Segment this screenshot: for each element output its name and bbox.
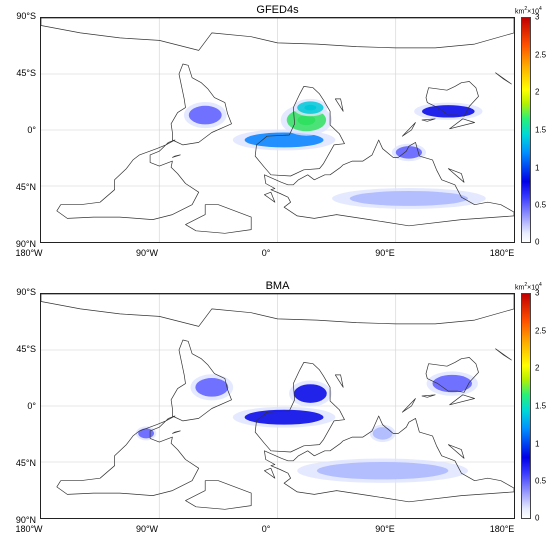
coastline-island	[421, 394, 436, 398]
map-panel-bma: BMA 90°S 45°S 0° 45°N 90°N 180°W 90°W 0°…	[0, 276, 550, 550]
panel-title: GFED4s	[256, 4, 299, 16]
coastline-island	[334, 98, 344, 112]
colorbar-tick: 0.5	[535, 476, 547, 486]
coastline-antarctica	[41, 294, 514, 327]
lat-label: 45°N	[15, 458, 36, 468]
world-map-bma	[40, 293, 515, 519]
lat-label: 90°N	[15, 515, 36, 525]
coastline-island	[401, 122, 416, 137]
coastline-island	[334, 374, 344, 388]
coastline-australia	[425, 81, 479, 117]
burn-region-mexico	[138, 428, 154, 439]
colorbar	[521, 293, 531, 519]
lon-label: 90°W	[135, 524, 159, 534]
lon-label: 180°W	[15, 248, 43, 258]
colorbar-tick: 0	[535, 513, 540, 523]
lat-label: 0°	[27, 125, 36, 135]
burn-core-central-africa	[297, 115, 316, 126]
lon-label: 0°	[261, 248, 271, 258]
coastline-island	[447, 444, 465, 459]
lon-label: 0°	[261, 524, 271, 534]
burn-region-siberia	[349, 190, 469, 206]
lon-label: 180°W	[15, 524, 43, 534]
coastline-africa	[254, 86, 345, 177]
map-panel-gfed4s: GFED4s 90°S 45°S 0° 45°N 90°N 180°W 90°W…	[0, 0, 550, 274]
colorbar-tick: 2	[535, 87, 540, 97]
coastline-south-america	[170, 339, 232, 422]
colorbar-unit: km2×104	[515, 282, 542, 292]
coastline-island	[495, 348, 512, 361]
colorbar-tick: 2.5	[535, 50, 547, 60]
burn-region-amazon	[188, 105, 222, 125]
coastline-greenland	[185, 480, 252, 510]
coastline-north-america	[56, 139, 200, 220]
burn-region-india	[372, 427, 393, 440]
coastline-island	[172, 430, 181, 434]
world-map-gfed4s	[40, 17, 515, 243]
panel-title: BMA	[265, 280, 290, 292]
coastline-africa	[254, 362, 345, 453]
burn-region-se-asia	[395, 146, 423, 159]
coastline-island	[495, 72, 512, 85]
colorbar-tick: 1	[535, 163, 540, 173]
colorbar-tick: 0	[535, 237, 540, 247]
burn-region-siberia	[316, 462, 449, 480]
coastline-island	[447, 168, 465, 183]
lat-label: 45°S	[16, 68, 36, 78]
coastline-island	[172, 154, 181, 158]
burn-region-amazon	[195, 378, 229, 397]
coastline-north-america	[56, 415, 200, 496]
map-plot-area	[41, 294, 514, 518]
burn-region-north-australia	[422, 105, 475, 118]
coastline-eurasia	[264, 139, 514, 227]
colorbar-tick: 0.5	[535, 200, 547, 210]
colorbar-tick: 1.5	[535, 125, 547, 135]
colorbar	[521, 17, 531, 243]
lat-label: 90°S	[16, 287, 36, 297]
coastline-greenland	[185, 204, 252, 234]
coastline-island	[264, 467, 276, 479]
burn-region-sahel-belt	[244, 132, 324, 148]
lon-label: 90°E	[375, 248, 395, 258]
burn-region-north-australia	[432, 374, 472, 393]
lat-label: 45°N	[15, 182, 36, 192]
lat-label: 45°S	[16, 344, 36, 354]
lon-label: 180°E	[489, 524, 515, 534]
lon-label: 90°E	[375, 524, 395, 534]
colorbar-unit: km2×104	[515, 6, 542, 16]
colorbar-tick: 2.5	[535, 326, 547, 336]
map-plot-area	[41, 18, 514, 242]
coastline-australia	[425, 357, 479, 393]
coastline-island	[401, 398, 416, 413]
coastline-antarctica	[41, 18, 514, 51]
coastline-eurasia	[264, 415, 514, 503]
coastline-island	[264, 191, 276, 203]
colorbar-tick: 1	[535, 439, 540, 449]
colorbar-tick: 2	[535, 363, 540, 373]
burn-core-south-africa	[304, 104, 317, 111]
colorbar-tick: 3	[535, 12, 540, 22]
colorbar-tick: 1.5	[535, 401, 547, 411]
lat-label: 90°N	[15, 239, 36, 249]
lon-label: 90°W	[135, 248, 159, 258]
coastline-south-america	[170, 63, 232, 146]
lat-label: 0°	[27, 401, 36, 411]
burn-region-sahel-belt	[244, 409, 324, 425]
lon-label: 180°E	[489, 248, 515, 258]
lat-label: 90°S	[16, 11, 36, 21]
coastline-island	[449, 118, 475, 130]
burn-region-central-africa	[293, 384, 327, 403]
coastline-island	[421, 118, 436, 122]
colorbar-tick: 3	[535, 288, 540, 298]
coastline-island	[449, 394, 475, 406]
